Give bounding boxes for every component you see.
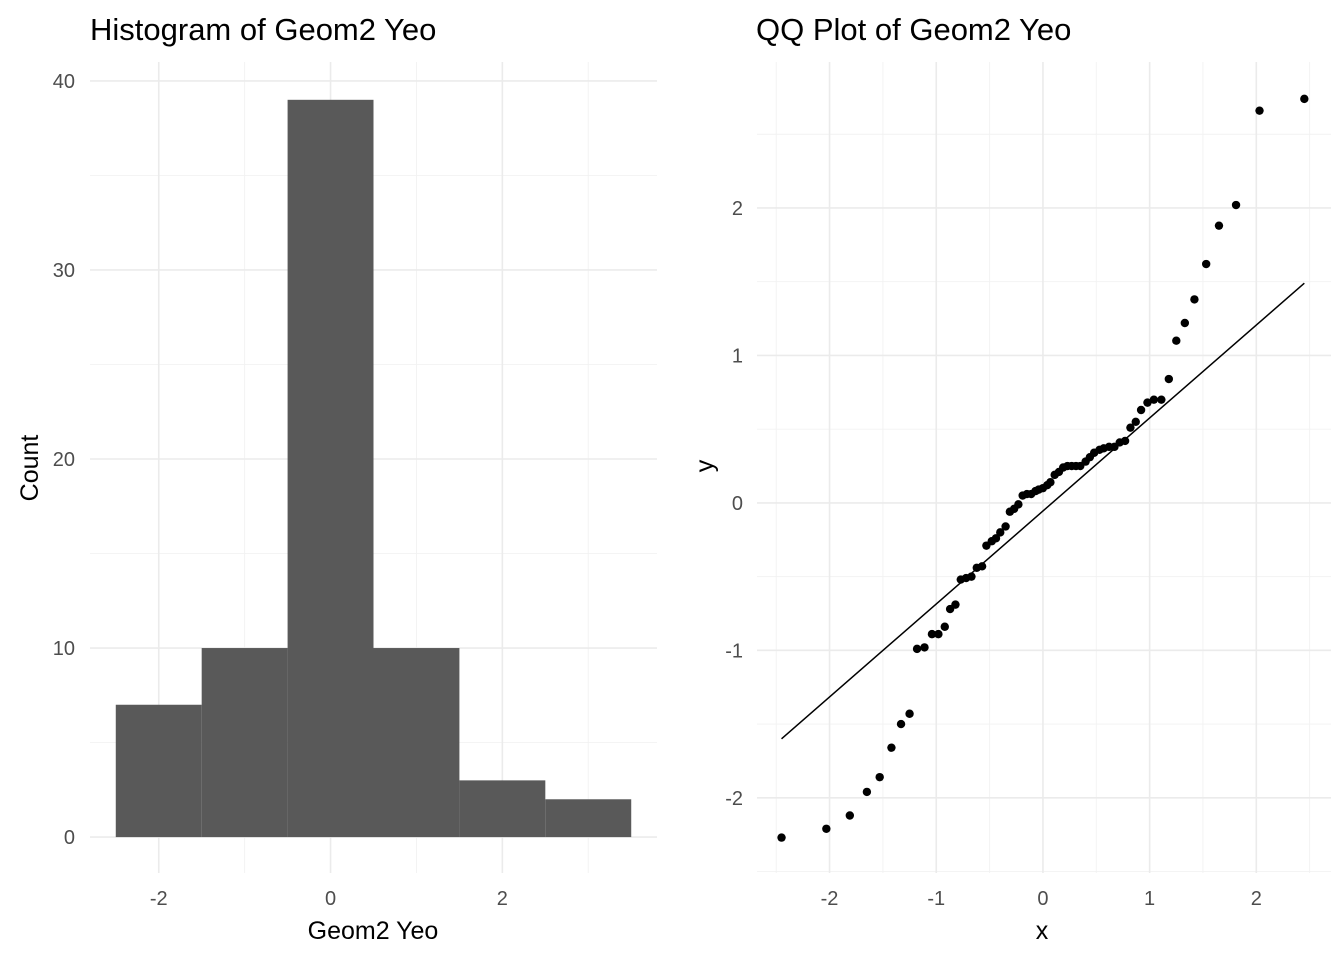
qq-point bbox=[996, 528, 1005, 537]
y-tick-label: 30 bbox=[53, 260, 75, 282]
qq-point bbox=[934, 629, 943, 639]
histogram-bar bbox=[373, 648, 460, 838]
histogram-title: Histogram of Geom2 Yeo bbox=[90, 12, 436, 47]
qq-point bbox=[1157, 395, 1166, 404]
qq-point bbox=[862, 787, 872, 797]
qq-point bbox=[1046, 478, 1055, 487]
histogram-y-axis-title: Count bbox=[16, 435, 44, 502]
y-tick-label: 0 bbox=[732, 493, 743, 515]
y-tick-label: 10 bbox=[53, 638, 75, 660]
qq-point bbox=[920, 643, 929, 652]
qq-point bbox=[1126, 423, 1135, 432]
qq-point bbox=[951, 600, 960, 609]
histogram-bar bbox=[201, 648, 288, 838]
x-tick-label: -2 bbox=[821, 888, 839, 910]
histogram-bar bbox=[287, 99, 374, 838]
qq-point bbox=[1143, 398, 1152, 407]
qq-reference-line-group bbox=[781, 282, 1305, 740]
qq-point bbox=[1149, 395, 1159, 404]
qq-point bbox=[967, 572, 976, 581]
qq-points bbox=[777, 94, 1309, 842]
qq-point bbox=[1136, 405, 1146, 415]
qq-point bbox=[927, 629, 937, 639]
qq-point bbox=[912, 644, 922, 654]
qq-point bbox=[887, 743, 896, 752]
histogram-bar bbox=[115, 704, 202, 838]
qq-point bbox=[1164, 374, 1174, 384]
qq-point bbox=[822, 824, 831, 833]
qq-point bbox=[777, 833, 786, 842]
qq-point bbox=[845, 811, 855, 820]
y-tick-label: -2 bbox=[725, 788, 743, 810]
y-tick-label: 0 bbox=[64, 827, 75, 849]
qq-point bbox=[1255, 106, 1264, 115]
qq-point bbox=[1120, 436, 1130, 446]
qq-point bbox=[896, 719, 906, 729]
y-tick-label: 20 bbox=[53, 449, 75, 471]
x-tick-label: 2 bbox=[1251, 888, 1262, 910]
qq-point bbox=[1300, 94, 1309, 104]
qq-point bbox=[1180, 318, 1190, 328]
y-tick-label: 40 bbox=[53, 71, 75, 93]
qq-point bbox=[1014, 500, 1023, 509]
qq-point bbox=[1172, 336, 1181, 345]
y-tick-label: -1 bbox=[725, 640, 743, 662]
histogram-x-axis-title: Geom2 Yeo bbox=[308, 917, 439, 945]
x-tick-label: -1 bbox=[927, 888, 945, 910]
y-tick-label: 2 bbox=[732, 198, 743, 220]
qq-point bbox=[940, 622, 949, 631]
qq-x-axis-title: x bbox=[1036, 917, 1049, 945]
qq-tick-labels: -2 -1 0 1 2 -2 -1 0 1 2 bbox=[725, 198, 1262, 910]
x-tick-label: 0 bbox=[325, 888, 336, 910]
histogram-bar bbox=[545, 799, 632, 838]
qq-point bbox=[1001, 522, 1010, 531]
x-tick-label: -2 bbox=[150, 888, 168, 910]
qq-grid bbox=[757, 62, 1331, 873]
histogram-bars bbox=[115, 99, 632, 838]
qq-reference-line bbox=[781, 282, 1305, 740]
x-tick-label: 1 bbox=[1144, 888, 1155, 910]
x-tick-label: 2 bbox=[497, 888, 508, 910]
qq-point bbox=[1201, 259, 1211, 269]
qq-point bbox=[875, 772, 884, 782]
histogram-bar bbox=[459, 780, 546, 838]
qq-point bbox=[1131, 417, 1140, 426]
qq-point bbox=[1231, 200, 1241, 210]
qq-point bbox=[905, 709, 914, 718]
qq-point bbox=[1214, 221, 1224, 230]
qq-title: QQ Plot of Geom2 Yeo bbox=[756, 12, 1071, 47]
y-tick-label: 1 bbox=[732, 345, 743, 367]
qq-y-axis-title: y bbox=[691, 459, 719, 472]
qq-point bbox=[1190, 295, 1199, 304]
qq-point bbox=[977, 562, 987, 571]
qq-point bbox=[991, 534, 1001, 543]
x-tick-label: 0 bbox=[1037, 888, 1048, 910]
